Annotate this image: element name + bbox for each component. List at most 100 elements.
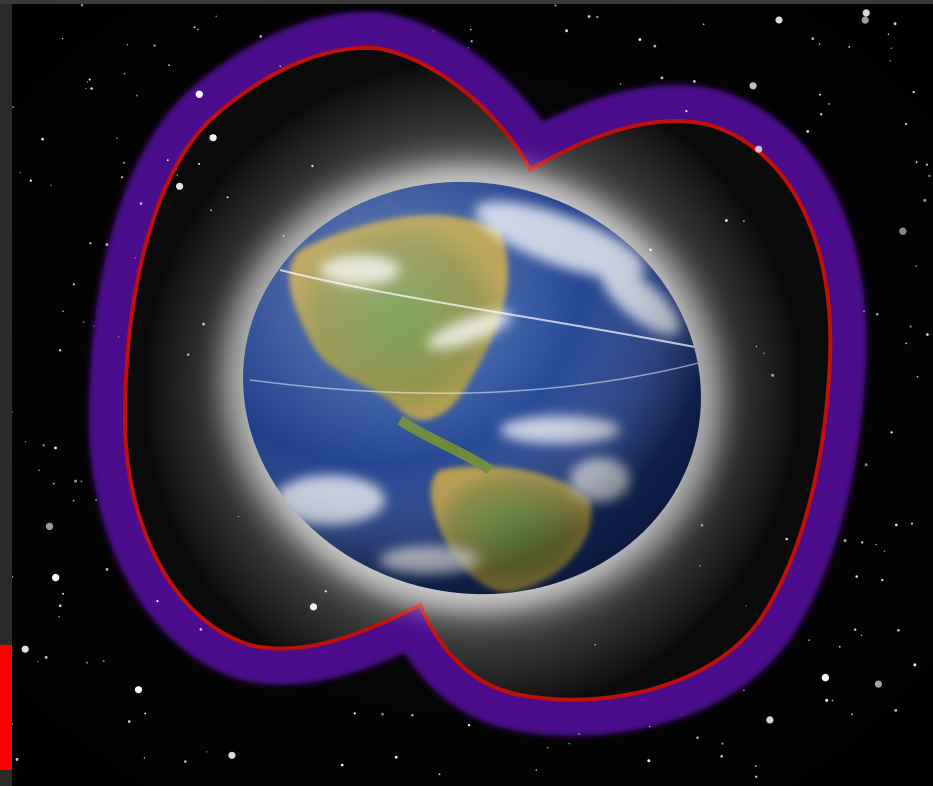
star [144, 712, 147, 715]
star [127, 720, 131, 723]
star [44, 655, 48, 659]
star [193, 26, 196, 29]
star [721, 742, 724, 745]
star [928, 174, 931, 178]
star [202, 322, 205, 326]
star [45, 522, 54, 531]
star [693, 80, 696, 83]
star [755, 765, 757, 767]
star [638, 38, 642, 41]
star [105, 243, 109, 247]
star [925, 163, 929, 166]
star [848, 45, 851, 48]
star [134, 686, 143, 694]
star [653, 44, 657, 48]
star [470, 28, 472, 31]
star [808, 639, 810, 641]
star [915, 265, 917, 267]
star [209, 134, 217, 142]
star [749, 82, 757, 90]
star [19, 172, 21, 174]
star [860, 634, 863, 637]
star [916, 375, 919, 378]
star [554, 4, 557, 7]
star [52, 573, 60, 582]
star [881, 578, 884, 582]
star [720, 755, 723, 758]
star [135, 94, 138, 97]
star [696, 736, 699, 739]
star [311, 164, 314, 168]
star [660, 76, 664, 80]
star [926, 333, 929, 336]
star [205, 751, 208, 753]
star [156, 600, 159, 603]
star [685, 110, 688, 113]
star [850, 713, 853, 716]
star [198, 162, 201, 165]
star [890, 431, 893, 434]
star [237, 515, 240, 518]
star [411, 714, 414, 717]
star [324, 590, 327, 593]
star [58, 604, 62, 607]
inner-stars [15, 4, 917, 761]
star [86, 661, 88, 664]
star [699, 565, 701, 567]
star [50, 184, 52, 187]
star [820, 113, 823, 116]
star [875, 543, 877, 546]
star [889, 60, 892, 62]
star [467, 47, 469, 49]
star [855, 575, 858, 578]
star [143, 757, 146, 759]
star [785, 537, 788, 541]
star [394, 755, 398, 759]
top-edge [0, 0, 933, 4]
star [61, 38, 64, 40]
star [838, 645, 841, 648]
star [887, 33, 890, 35]
star [89, 242, 92, 245]
left-edge [0, 0, 12, 786]
star [166, 159, 169, 162]
star [122, 161, 125, 164]
star [90, 87, 93, 90]
star [861, 16, 869, 24]
star [647, 759, 651, 763]
orbit-line [279, 269, 711, 351]
star [197, 28, 199, 31]
star [353, 712, 356, 715]
star [825, 698, 829, 702]
star [187, 353, 190, 356]
red-bar [0, 645, 12, 770]
star [913, 663, 917, 667]
star [766, 716, 774, 724]
star [199, 628, 203, 631]
star [923, 198, 927, 202]
star [88, 78, 91, 81]
star [62, 592, 65, 595]
star [619, 83, 622, 85]
star [259, 35, 263, 38]
star [811, 37, 815, 41]
star [894, 709, 898, 712]
orbit-line [249, 359, 711, 394]
star [818, 43, 821, 45]
star [895, 523, 898, 527]
star [210, 209, 213, 212]
star [121, 176, 124, 179]
star [15, 758, 19, 761]
star [649, 726, 651, 728]
star [438, 773, 441, 776]
star [117, 336, 120, 338]
star [126, 44, 129, 46]
star [763, 352, 765, 355]
star [905, 122, 908, 126]
star [702, 23, 705, 26]
star [134, 257, 136, 259]
star [139, 202, 143, 205]
star [725, 219, 728, 222]
star [915, 161, 918, 164]
